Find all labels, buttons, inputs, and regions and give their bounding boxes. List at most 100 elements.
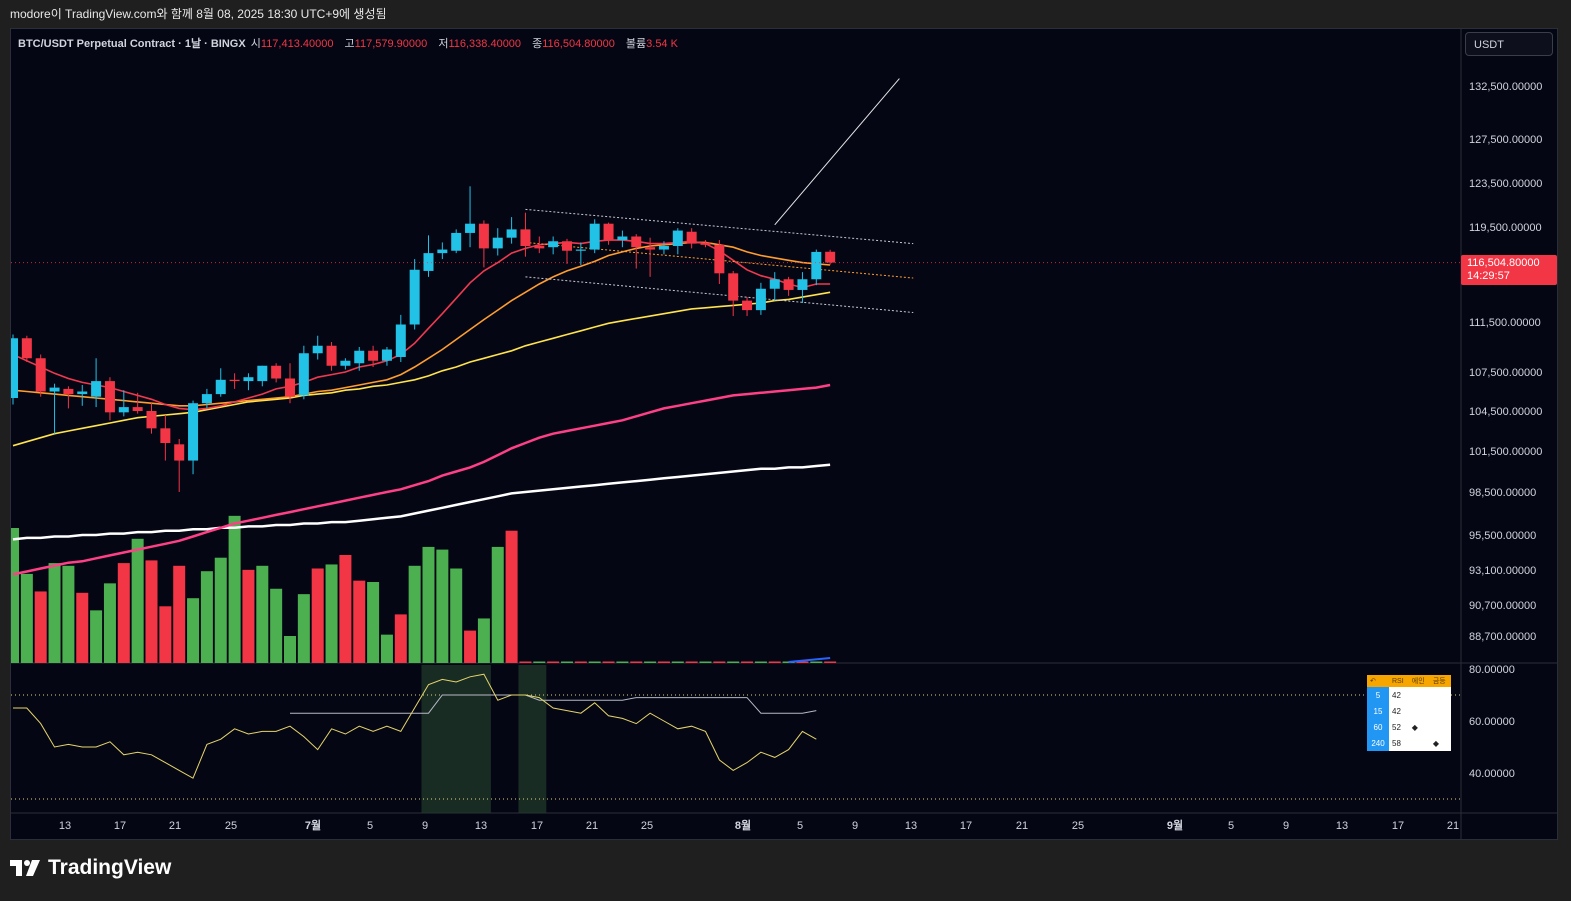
volume-bar <box>256 565 269 663</box>
price-chart[interactable]: 132,500.00000 127,500.00000 123,500.00000 1… <box>11 29 1557 839</box>
candle-body <box>354 350 365 364</box>
legend-volume-label: 볼륨 <box>625 38 647 50</box>
volume-bar <box>422 546 435 663</box>
rsi-empty <box>1429 687 1451 703</box>
candle-body <box>506 229 517 238</box>
price-axis-label: 104,500.00000 <box>1469 406 1542 418</box>
rsi-higher-timeframe-line <box>290 694 817 714</box>
rsi-table-row: 5 42 <box>1367 687 1451 703</box>
volume-bar <box>353 580 366 663</box>
time-axis-label: 25 <box>225 820 237 832</box>
volume-ma-line <box>788 657 831 663</box>
volume-bar <box>588 661 601 663</box>
legend-low-value: 116,338.40000 <box>448 38 522 50</box>
candle-body <box>562 241 572 251</box>
candle-body <box>21 338 32 359</box>
candle-body <box>492 237 503 249</box>
volume-bar <box>117 563 130 663</box>
volume-bar <box>685 661 698 663</box>
candle-body <box>201 394 212 404</box>
legend-low-label: 저 <box>438 38 449 50</box>
candle-body <box>188 403 199 461</box>
rsi-timeframe: 15 <box>1367 703 1389 719</box>
ma-orange-line <box>12 241 831 407</box>
time-axis-label: 17 <box>114 820 126 832</box>
candle-body <box>381 349 392 361</box>
candle-body <box>395 324 406 357</box>
candle-body <box>35 358 46 392</box>
rsi-axis-label: 60.00000 <box>1469 716 1515 728</box>
rsi-table-col-2: 에인 <box>1408 675 1430 687</box>
candle-body <box>769 279 780 289</box>
candle-body <box>11 338 18 398</box>
rsi-timeframe: 5 <box>1367 687 1389 703</box>
candle-body <box>658 246 669 250</box>
volume-bar <box>159 606 172 663</box>
candle-body <box>603 223 614 241</box>
channel-upper-line <box>525 208 914 245</box>
rsi-timeframe: 240 <box>1367 735 1389 751</box>
volume-bar <box>339 555 352 663</box>
volume-bar <box>367 582 380 663</box>
price-axis-label: 93,100.00000 <box>1469 565 1536 577</box>
volume-bar <box>574 661 587 663</box>
candle-body <box>298 353 309 396</box>
rsi-axis-label: 40.00000 <box>1469 768 1515 780</box>
price-axis-label: 95,500.00000 <box>1469 530 1536 542</box>
volume-bar <box>11 528 19 663</box>
rsi-table-row: 60 52 ◆ <box>1367 719 1451 735</box>
candle-body <box>534 246 545 249</box>
rsi-line <box>13 673 817 779</box>
volume-bar <box>380 634 393 663</box>
price-axis-label: 90,700.00000 <box>1469 600 1536 612</box>
candle-body <box>368 350 379 361</box>
tradingview-brand[interactable]: TradingView <box>10 856 171 880</box>
candle-body <box>174 444 185 461</box>
rsi-table-col-3: 금등 <box>1429 675 1451 687</box>
volume-bar <box>200 571 213 663</box>
chart-area[interactable]: 132,500.00000 127,500.00000 123,500.00000 1… <box>10 28 1558 840</box>
rsi-marker <box>1408 703 1430 719</box>
candle-body <box>437 249 448 254</box>
time-axis-label: 21 <box>1447 820 1459 832</box>
candle-body <box>215 379 226 395</box>
legend-high-value: 117,579.90000 <box>354 38 428 50</box>
rsi-multi-timeframe-table: ↶ RSI 에인 금등 5 42 15 42 60 52 ◆ 240 58 ◆ <box>1367 675 1451 751</box>
rsi-table-header: ↶ RSI 에인 금등 <box>1367 675 1451 687</box>
volume-bar <box>394 614 407 663</box>
rsi-value: 52 <box>1389 719 1409 735</box>
volume-bar <box>824 661 837 663</box>
volume-bar <box>464 630 477 663</box>
rsi-empty <box>1429 719 1451 735</box>
symbol-legend: BTC/USDT Perpetual Contract · 1날 · BINGX… <box>18 35 684 51</box>
volume-bar <box>616 661 629 663</box>
rsi-table-col-rsi: RSI <box>1389 675 1409 687</box>
volume-bar <box>408 565 421 663</box>
volume-bar <box>284 636 296 663</box>
candle-body <box>340 360 351 366</box>
candle-body <box>326 345 337 366</box>
candle-body <box>575 249 586 251</box>
time-axis-label: 5 <box>367 820 373 832</box>
last-price-value: 116,504.80000 <box>1467 257 1540 269</box>
time-axis-label: 13 <box>905 820 917 832</box>
price-axis-label: 132,500.00000 <box>1469 81 1542 93</box>
ma-pink-line <box>12 383 831 576</box>
legend-symbol[interactable]: BTC/USDT Perpetual Contract · 1날 · BINGX <box>18 38 246 50</box>
time-axis-label: 25 <box>1072 820 1084 832</box>
candle-body <box>686 231 697 244</box>
candle-body <box>478 223 489 249</box>
ma-yellow-line <box>12 291 831 447</box>
volume-bar <box>547 661 560 663</box>
candle-body <box>589 223 600 250</box>
candle-body <box>700 242 711 245</box>
candle-body <box>312 345 323 354</box>
candle-body <box>783 279 794 290</box>
volume-bar <box>477 618 490 663</box>
volume-bar <box>242 569 255 663</box>
currency-button[interactable]: USDT <box>1465 32 1553 56</box>
candle-body <box>63 388 74 395</box>
rsi-value: 42 <box>1389 703 1409 719</box>
volume-bar <box>519 661 532 663</box>
candle-body <box>423 253 434 271</box>
